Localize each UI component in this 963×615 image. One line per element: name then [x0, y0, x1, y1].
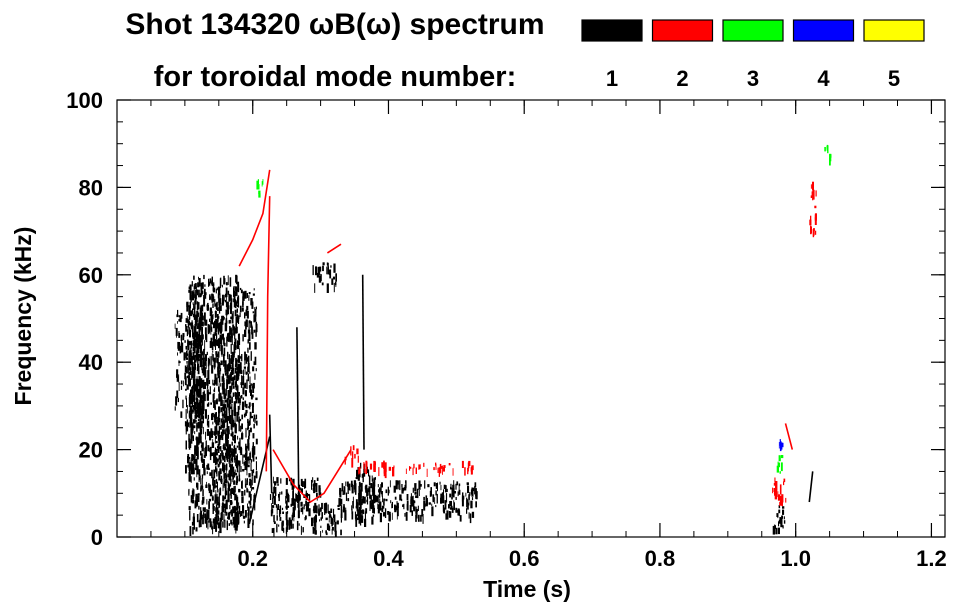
x-tick-label: 0.4 — [373, 546, 404, 571]
series-mode-2 — [238, 169, 817, 507]
legend-swatch-mode-2 — [651, 19, 714, 42]
series-1-region-9 — [312, 262, 337, 293]
plot-region — [174, 144, 832, 537]
series-3-region-3 — [824, 144, 832, 166]
series-1-trace-4 — [361, 274, 365, 450]
x-tick-label: 1.0 — [780, 546, 811, 571]
series-1-trace-3 — [296, 327, 300, 511]
legend-label-mode-3: 3 — [747, 66, 759, 91]
legend-swatch-mode-5 — [863, 19, 925, 42]
series-2-trace-1 — [238, 169, 271, 267]
series-1-trace-1 — [268, 414, 273, 494]
series-2-trace-5 — [784, 423, 794, 450]
legend-swatch-mode-3 — [722, 19, 784, 42]
series-2-region-2 — [358, 460, 474, 479]
legend-swatch-mode-1 — [581, 19, 643, 42]
x-tick-label: 0.6 — [509, 546, 540, 571]
y-tick-label: 60 — [79, 263, 103, 288]
series-2-trace-2 — [265, 196, 271, 472]
series-mode-3 — [256, 144, 832, 474]
y-tick-label: 0 — [91, 525, 103, 550]
series-mode-4 — [778, 439, 784, 452]
series-1-region-5 — [269, 476, 322, 537]
series-1-region-6 — [312, 502, 343, 537]
legend-label-mode-2: 2 — [676, 66, 688, 91]
mode-legend: 1 2 3 4 5 — [581, 19, 925, 91]
series-2-trace-4 — [326, 243, 342, 254]
series-1-trace-5 — [808, 471, 814, 503]
series-3-region-2 — [776, 455, 784, 474]
chart-title-line2: for toroidal mode number: — [154, 61, 517, 93]
legend-label-mode-1: 1 — [606, 66, 618, 91]
series-1-region-4 — [212, 287, 258, 529]
series-mode-1 — [174, 262, 814, 537]
series-2-region-3 — [772, 477, 787, 507]
chart-title-line1: Shot 134320 ωB(ω) spectrum — [125, 8, 544, 41]
y-tick-label: 40 — [79, 350, 103, 375]
x-tick-label: 0.2 — [237, 546, 268, 571]
y-tick-label: 80 — [79, 175, 103, 200]
x-tick-label: 1.2 — [916, 546, 947, 571]
legend-swatch-mode-4 — [792, 19, 855, 42]
y-axis-title: Frequency (kHz) — [10, 227, 36, 406]
legend-label-mode-4: 4 — [817, 66, 830, 91]
y-tick-label: 100 — [66, 88, 103, 113]
axes: 0.2 0.4 0.6 0.8 1.0 1.2 0 20 40 60 80 100 — [66, 88, 946, 571]
series-1-region-10 — [772, 505, 786, 535]
series-4-region-1 — [778, 439, 784, 452]
series-2-region-4 — [809, 181, 817, 238]
legend-label-mode-5: 5 — [888, 66, 900, 91]
series-2-trace-3 — [272, 449, 352, 504]
x-axis-title: Time (s) — [483, 576, 571, 602]
series-1-region-8 — [354, 462, 377, 527]
y-tick-label: 20 — [79, 438, 103, 463]
x-tick-label: 0.8 — [645, 546, 676, 571]
series-3-region-1 — [256, 179, 264, 198]
